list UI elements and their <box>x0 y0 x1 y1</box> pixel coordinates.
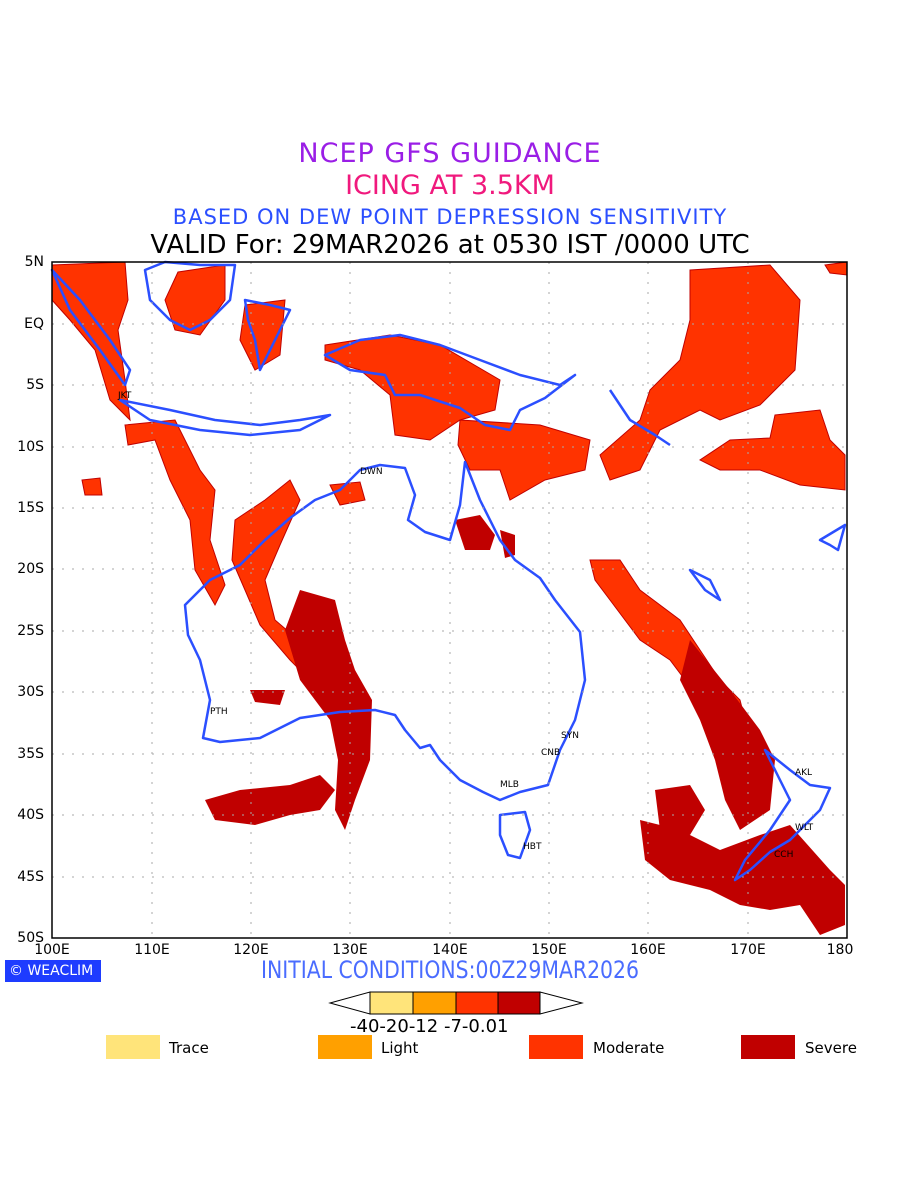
legend-swatch-severe <box>741 1035 795 1059</box>
title-method: BASED ON DEW POINT DEPRESSION SENSITIVIT… <box>172 205 728 229</box>
y-tick: 5S <box>26 377 44 393</box>
station-label: CNB <box>541 748 561 758</box>
station-label: DWN <box>360 467 383 477</box>
x-tick: 160E <box>630 942 666 958</box>
colorbar-labels: -40-20-12 -7-0.01 <box>350 1016 508 1037</box>
y-tick: 25S <box>17 623 44 639</box>
y-tick: 20S <box>17 561 44 577</box>
station-label: HBT <box>523 842 542 852</box>
brand-name: WEACLIM <box>27 963 94 979</box>
legend-label-severe: Severe <box>805 1039 857 1057</box>
copyright-icon: © <box>9 963 23 979</box>
legend-swatch-moderate <box>529 1035 583 1059</box>
initial-conditions: INITIAL CONDITIONS:00Z29MAR2026 <box>260 956 640 984</box>
title-model: NCEP GFS GUIDANCE <box>298 138 602 169</box>
colorbar-label: -0.01 <box>461 1016 509 1037</box>
y-tick: 45S <box>17 869 44 885</box>
y-tick: 50S <box>17 930 44 946</box>
colorbar-label: -20 <box>379 1016 409 1037</box>
x-tick: 170E <box>730 942 766 958</box>
legend-swatch-trace <box>106 1035 160 1059</box>
title-valid-time: VALID For: 29MAR2026 at 0530 IST /0000 U… <box>150 230 750 260</box>
station-label: PTH <box>210 707 228 717</box>
colorbar-label: -7 <box>443 1016 462 1037</box>
x-tick: 180 <box>826 942 854 958</box>
y-tick: 15S <box>17 500 44 516</box>
station-label: AKL <box>795 768 813 778</box>
y-tick: 40S <box>17 807 44 823</box>
legend-label-moderate: Moderate <box>593 1039 665 1057</box>
x-tick: 130E <box>332 942 368 958</box>
colorbar <box>328 991 584 1015</box>
y-tick: 5N <box>24 254 44 270</box>
colorbar-label: -40 <box>350 1016 380 1037</box>
title-product: ICING AT 3.5KM <box>345 170 555 201</box>
station-label: JKT <box>118 391 132 401</box>
y-tick: 35S <box>17 746 44 762</box>
x-tick: 120E <box>233 942 269 958</box>
x-tick: 110E <box>134 942 170 958</box>
colorbar-label: -12 <box>408 1016 439 1037</box>
moderate-icing-areas <box>51 261 848 741</box>
y-tick: 30S <box>17 684 44 700</box>
y-tick: EQ <box>24 316 44 332</box>
map-frame <box>51 261 848 939</box>
y-tick: 10S <box>17 439 44 455</box>
station-label: SYN <box>561 731 579 741</box>
legend-label-trace: Trace <box>169 1039 209 1057</box>
station-label: CCH <box>774 850 794 860</box>
legend-label-light: Light <box>381 1039 419 1057</box>
coastlines <box>50 260 847 882</box>
legend-swatch-light <box>318 1035 372 1059</box>
x-tick: 140E <box>432 942 468 958</box>
station-label: WLT <box>795 823 814 833</box>
x-tick: 150E <box>531 942 567 958</box>
weaclim-logo: © WEACLIM <box>5 960 101 982</box>
x-tick: 100E <box>34 942 70 958</box>
station-label: MLB <box>500 780 519 790</box>
